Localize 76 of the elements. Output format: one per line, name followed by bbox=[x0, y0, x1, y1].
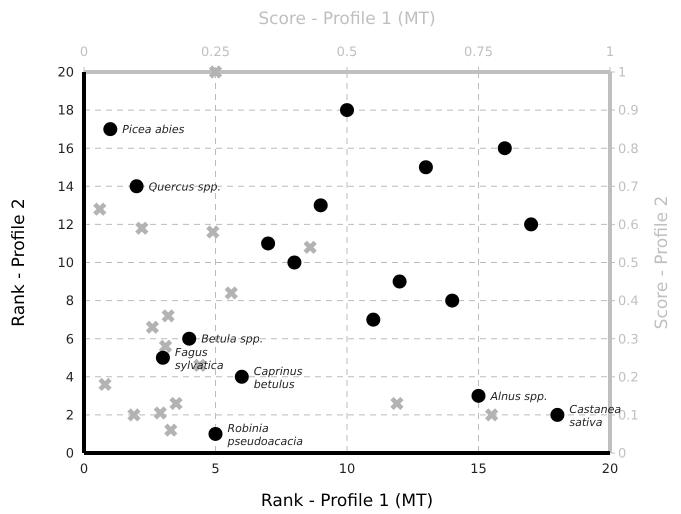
y2-tick-label: 0.7 bbox=[618, 180, 639, 195]
point bbox=[158, 340, 172, 353]
y-tick-label: 0 bbox=[66, 446, 74, 462]
x-tick-label: 0 bbox=[80, 462, 88, 477]
annotation: Alnus spp. bbox=[490, 390, 548, 403]
point bbox=[445, 294, 460, 308]
annotation: Fagus sylvatica bbox=[174, 346, 224, 372]
point bbox=[314, 198, 328, 212]
y-tick-label: 12 bbox=[57, 218, 74, 233]
x2-tick-label: 0.5 bbox=[336, 45, 358, 60]
y2-tick-label: 1 bbox=[618, 66, 626, 81]
x2-tick-label: 1 bbox=[606, 45, 614, 60]
point bbox=[524, 217, 538, 232]
y-tick-label: 16 bbox=[57, 142, 74, 157]
y-tick-label: 18 bbox=[57, 104, 74, 119]
y2-tick-label: 0.4 bbox=[618, 294, 639, 310]
y2-axis-title: Score - Profile 2 bbox=[652, 196, 672, 330]
point bbox=[550, 408, 564, 422]
x2-tick-label: 0.75 bbox=[464, 45, 493, 60]
x-tick-label: 15 bbox=[470, 462, 487, 477]
y-tick-label: 6 bbox=[66, 332, 74, 348]
point bbox=[169, 396, 183, 410]
y-tick-label: 4 bbox=[66, 370, 74, 386]
annotation: Quercus spp. bbox=[148, 180, 221, 194]
point bbox=[154, 406, 167, 420]
x2-axis-title: Score - Profile 1 (MT) bbox=[258, 9, 436, 29]
point bbox=[261, 236, 276, 250]
y2-tick-label: 0.8 bbox=[618, 142, 639, 157]
point bbox=[366, 312, 380, 327]
point bbox=[206, 225, 220, 239]
y2-tick-label: 0.6 bbox=[618, 218, 639, 233]
point bbox=[162, 309, 175, 322]
point bbox=[234, 370, 249, 384]
y2-tick-label: 0.5 bbox=[618, 256, 639, 272]
x2-tick-label: 0.25 bbox=[201, 45, 230, 60]
point bbox=[472, 388, 486, 403]
point bbox=[498, 141, 512, 156]
point bbox=[164, 424, 178, 437]
point bbox=[340, 103, 354, 118]
point bbox=[392, 274, 407, 289]
point bbox=[182, 332, 196, 346]
annotation: Betula spp. bbox=[201, 332, 264, 346]
point bbox=[224, 286, 238, 300]
point bbox=[127, 408, 141, 422]
x-axis-title: Rank - Profile 1 (MT) bbox=[260, 491, 434, 511]
point bbox=[130, 179, 144, 194]
y-axis-title: Rank - Profile 2 bbox=[9, 198, 29, 327]
annotation: Caprinus betulus bbox=[254, 364, 303, 391]
y2-tick-label: 0.2 bbox=[618, 370, 639, 386]
y-tick-label: 14 bbox=[57, 180, 74, 195]
point bbox=[93, 202, 106, 216]
x-tick-label: 10 bbox=[338, 462, 356, 477]
point bbox=[287, 256, 302, 270]
y-tick-label: 10 bbox=[57, 256, 74, 272]
y2-tick-label: 0.9 bbox=[618, 104, 639, 119]
point bbox=[146, 320, 160, 334]
point bbox=[485, 408, 498, 422]
annotation: Picea abies bbox=[122, 123, 185, 136]
x-tick-label: 20 bbox=[602, 462, 618, 477]
point bbox=[103, 122, 118, 136]
x2-tick-label: 0 bbox=[80, 45, 88, 60]
point bbox=[208, 65, 222, 79]
y2-tick-label: 0.3 bbox=[618, 332, 639, 348]
point bbox=[390, 396, 404, 410]
y2-tick-label: 0 bbox=[618, 446, 626, 462]
y-tick-label: 8 bbox=[66, 294, 74, 310]
point bbox=[304, 240, 317, 254]
point bbox=[156, 350, 170, 365]
point bbox=[98, 378, 112, 392]
point bbox=[135, 222, 148, 235]
annotation: Robinia pseudoacacia bbox=[226, 422, 304, 448]
y-tick-label: 2 bbox=[66, 408, 74, 424]
point bbox=[208, 426, 222, 441]
x-tick-label: 5 bbox=[211, 462, 220, 477]
y-tick-label: 20 bbox=[57, 66, 74, 81]
point bbox=[418, 160, 433, 174]
